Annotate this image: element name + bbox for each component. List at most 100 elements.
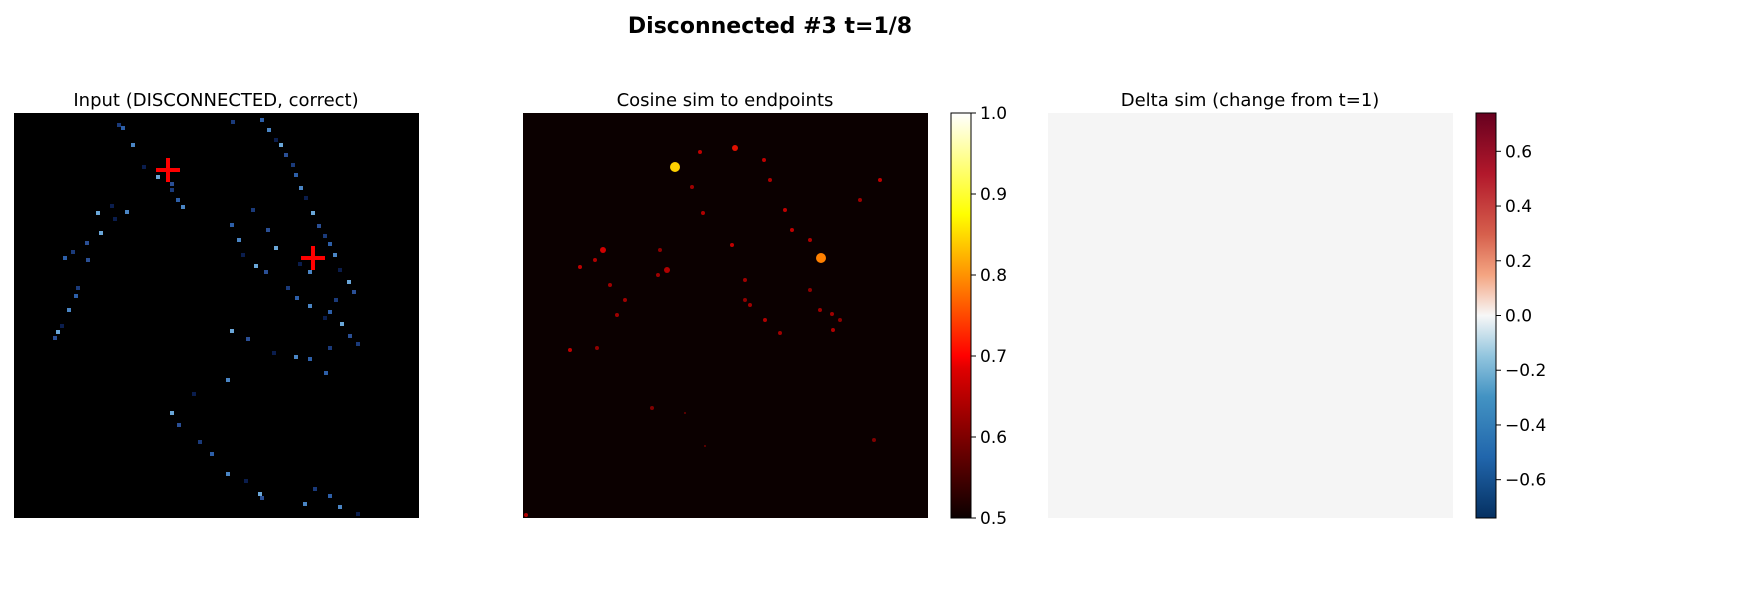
input-pixel <box>110 204 114 208</box>
input-pixel <box>295 296 299 300</box>
colorbar-tick-label: 0.2 <box>1505 252 1532 272</box>
input-pixel <box>226 472 230 476</box>
input-pixel <box>86 258 90 262</box>
colorbar-tick-label: 0.5 <box>980 509 1007 529</box>
input-pixel <box>246 337 250 341</box>
input-pixel <box>181 205 185 209</box>
panel2-title: Cosine sim to endpoints <box>617 90 834 111</box>
similarity-blob <box>578 265 582 269</box>
input-pixel <box>356 512 360 516</box>
similarity-blob <box>732 145 738 151</box>
similarity-blob <box>763 318 767 322</box>
colorbar2 <box>1475 112 1497 519</box>
similarity-blob <box>808 288 812 292</box>
input-pixel <box>210 452 214 456</box>
input-pixel <box>284 153 288 157</box>
input-pixel <box>192 392 196 396</box>
input-pixel <box>176 198 180 202</box>
similarity-blob <box>690 185 694 189</box>
input-pixel <box>131 143 135 147</box>
colorbar2-ticks: 0.6 0.4 0.2 0.0 −0.2 −0.4 −0.6 <box>1496 142 1546 491</box>
similarity-blob <box>701 211 705 215</box>
colorbar-tick-label: 0.7 <box>980 347 1007 367</box>
similarity-blob <box>568 348 572 352</box>
input-pixel <box>338 505 342 509</box>
colorbar1 <box>950 112 972 519</box>
similarity-blob <box>768 178 772 182</box>
input-pixel <box>74 294 78 298</box>
similarity-blob <box>656 273 660 277</box>
input-pixel <box>328 494 332 498</box>
input-pixel <box>53 336 57 340</box>
input-pixel <box>313 487 317 491</box>
input-pixel <box>170 411 174 415</box>
colorbar-tick-label: 1.0 <box>980 104 1007 124</box>
similarity-blob <box>830 312 834 316</box>
input-pixel <box>241 253 245 257</box>
similarity-blob <box>743 278 747 282</box>
similarity-blob <box>664 267 670 273</box>
input-pixel <box>85 241 89 245</box>
input-pixel <box>244 479 248 483</box>
input-pixel <box>99 231 103 235</box>
input-pixel <box>260 496 264 500</box>
input-pixel <box>291 163 295 167</box>
input-pixel <box>177 423 181 427</box>
input-pixel <box>340 322 344 326</box>
similarity-blob <box>808 238 812 242</box>
panel2-pixels <box>524 145 882 517</box>
similarity-blob <box>623 298 627 302</box>
input-pixel <box>328 242 332 246</box>
similarity-blob <box>698 150 702 154</box>
input-pixel <box>308 270 312 274</box>
similarity-blob <box>730 243 734 247</box>
similarity-blob <box>816 253 826 263</box>
input-pixel <box>264 270 268 274</box>
similarity-blob <box>838 318 842 322</box>
similarity-blob <box>762 158 766 162</box>
panel2-image <box>523 113 928 518</box>
input-pixel <box>121 126 125 130</box>
similarity-blob <box>670 162 680 172</box>
colorbar1-ticks: 1.0 0.9 0.8 0.7 0.6 0.5 <box>971 104 1007 529</box>
figure-suptitle: Disconnected #3 t=1/8 <box>628 14 912 39</box>
panel1-image <box>14 113 419 518</box>
input-pixel <box>303 502 307 506</box>
similarity-blob <box>684 412 686 414</box>
input-pixel <box>170 182 174 186</box>
input-pixel <box>274 246 278 250</box>
input-pixel <box>294 173 298 177</box>
input-pixel <box>348 334 352 338</box>
input-pixel <box>356 342 360 346</box>
similarity-blob <box>658 248 662 252</box>
input-pixel <box>267 128 271 132</box>
input-pixel <box>237 238 241 242</box>
colorbar-tick-label: −0.6 <box>1505 471 1546 491</box>
similarity-blob <box>872 438 876 442</box>
colorbar-tick-label: −0.2 <box>1505 361 1546 381</box>
input-pixel <box>230 223 234 227</box>
similarity-blob <box>878 178 882 182</box>
similarity-blob <box>831 328 835 332</box>
colorbar-tick-label: 0.6 <box>1505 142 1532 162</box>
input-pixel <box>96 211 100 215</box>
input-pixel <box>299 186 303 190</box>
input-pixel <box>76 286 80 290</box>
endpoint-marker-2 <box>301 246 325 270</box>
input-pixel <box>230 329 234 333</box>
similarity-blob <box>524 513 528 517</box>
input-pixel <box>266 228 270 232</box>
similarity-blob <box>778 331 782 335</box>
input-pixel <box>226 378 230 382</box>
input-pixel <box>298 262 302 266</box>
input-pixel <box>113 217 117 221</box>
input-pixel <box>142 165 146 169</box>
colorbar-tick-label: 0.4 <box>1505 197 1532 217</box>
colorbar-tick-label: 0.8 <box>980 266 1007 286</box>
input-pixel <box>125 210 129 214</box>
similarity-blob <box>595 346 599 350</box>
panel3-title: Delta sim (change from t=1) <box>1121 90 1380 111</box>
input-pixel <box>156 175 160 179</box>
input-pixel <box>317 224 321 228</box>
input-pixel <box>324 371 328 375</box>
